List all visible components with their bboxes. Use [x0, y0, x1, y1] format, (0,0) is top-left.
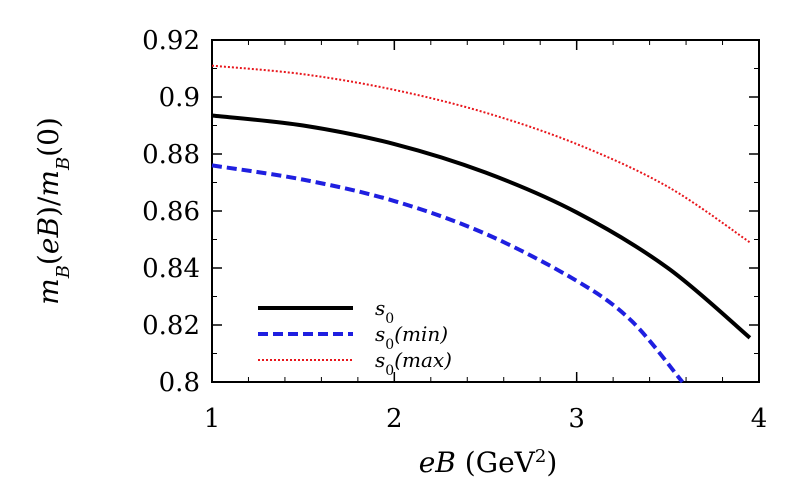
x-tick-label: 1	[204, 404, 221, 434]
y-tick-label: 0.84	[142, 254, 200, 284]
series-lines	[211, 64, 752, 384]
y-tick-label: 0.88	[142, 140, 200, 170]
legend-label: s0(min)	[375, 322, 448, 353]
x-tick-label: 4	[751, 404, 768, 434]
x-axis-label: eB (GeV2)	[419, 446, 558, 480]
legend-label: s0(max)	[375, 348, 452, 379]
y-tick-label: 0.92	[142, 26, 200, 56]
y-axis-label: mB(eB)/mB(0)	[32, 117, 74, 305]
legend-label: s0	[375, 296, 394, 327]
series-line-1	[211, 163, 684, 384]
axis-ticks	[211, 39, 760, 383]
y-tick-label: 0.8	[159, 368, 200, 398]
series-line-2	[211, 64, 751, 244]
x-tick-label: 2	[386, 404, 403, 434]
tick-labels: 1 2 3 4 0.8 0.82 0.84 0.86 0.88 0.9 0.92	[142, 26, 767, 434]
series-line-0	[211, 113, 752, 340]
y-tick-label: 0.9	[159, 83, 200, 113]
y-tick-label: 0.82	[142, 311, 200, 341]
y-tick-label: 0.86	[142, 197, 200, 227]
x-tick-label: 3	[568, 404, 585, 434]
plot-frame	[211, 39, 760, 383]
